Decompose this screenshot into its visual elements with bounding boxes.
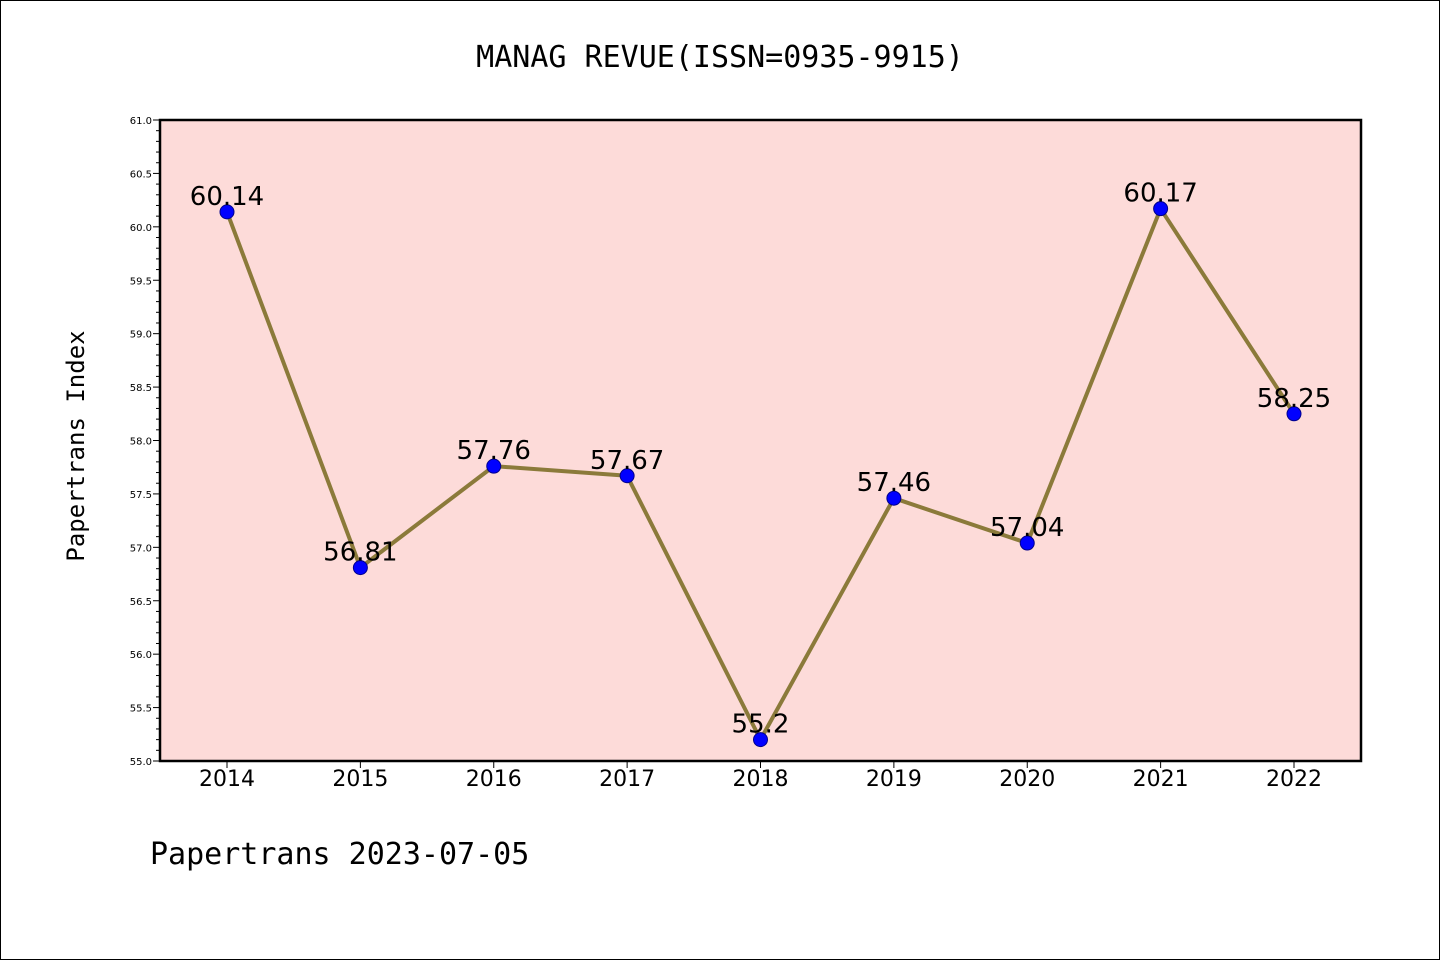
x-tick-label: 2014 (199, 767, 255, 792)
y-tick-label: 57.5 (130, 490, 152, 501)
data-point (753, 732, 768, 748)
x-tick-label: 2015 (332, 767, 388, 792)
data-point (352, 560, 368, 576)
y-tick-label: 59.5 (130, 276, 152, 287)
y-tick-label: 60.0 (130, 223, 152, 234)
data-label: 58.25 (1257, 384, 1331, 414)
data-label: 55.2 (732, 710, 790, 740)
data-point (486, 458, 502, 474)
x-tick-label: 2018 (733, 767, 789, 792)
data-label: 57.04 (990, 513, 1064, 543)
x-tick-label: 2019 (866, 767, 922, 792)
x-tick-label: 2017 (599, 767, 655, 792)
data-label: 60.17 (1123, 179, 1197, 209)
y-tick-label: 55.5 (130, 704, 152, 715)
plot-area (160, 120, 1361, 761)
data-point (219, 204, 235, 220)
data-label: 57.76 (457, 436, 531, 466)
y-tick-label: 56.5 (130, 597, 152, 608)
data-label: 57.67 (590, 446, 664, 476)
data-label: 57.46 (857, 468, 931, 498)
y-tick-label: 58.5 (130, 383, 152, 394)
data-markers (219, 201, 1302, 748)
y-tick-label: 57.0 (130, 543, 152, 554)
x-tick-label: 2020 (999, 767, 1055, 792)
data-label: 60.14 (190, 182, 264, 212)
data-point (886, 490, 902, 506)
data-point (619, 468, 635, 484)
x-tick-label: 2016 (466, 767, 522, 792)
plot-border (158, 118, 1363, 763)
data-point (1019, 535, 1035, 551)
y-tick-label: 61.0 (130, 116, 152, 127)
data-labels: 60.14 56.81 57.76 57.67 55.2 57.46 57.04 60.17 5… (190, 179, 1331, 740)
y-tick-label: 60.5 (130, 169, 152, 180)
y-tick-label: 59.0 (130, 330, 152, 341)
data-label: 56.81 (323, 538, 397, 568)
y-axis: 55.0 55.5 56.0 56.5 57.0 57.5 58.0 58.5 59.0 59.5… (130, 116, 160, 768)
chart-title: MANAG REVUE(ISSN=0935-9915) (476, 40, 964, 75)
y-tick-label: 56.0 (130, 650, 152, 661)
y-tick-label: 58.0 (130, 437, 152, 448)
data-point (1153, 201, 1169, 217)
x-tick-label: 2022 (1266, 767, 1322, 792)
x-axis: 2014 2015 2016 2017 2018 2019 2020 2021 2022 (199, 761, 1322, 792)
footer-text: Papertrans 2023-07-05 (150, 837, 529, 872)
y-axis-label: Papertrans Index (62, 330, 90, 561)
x-tick-label: 2021 (1133, 767, 1189, 792)
y-tick-label: 55.0 (130, 757, 152, 768)
data-point (1286, 406, 1302, 422)
